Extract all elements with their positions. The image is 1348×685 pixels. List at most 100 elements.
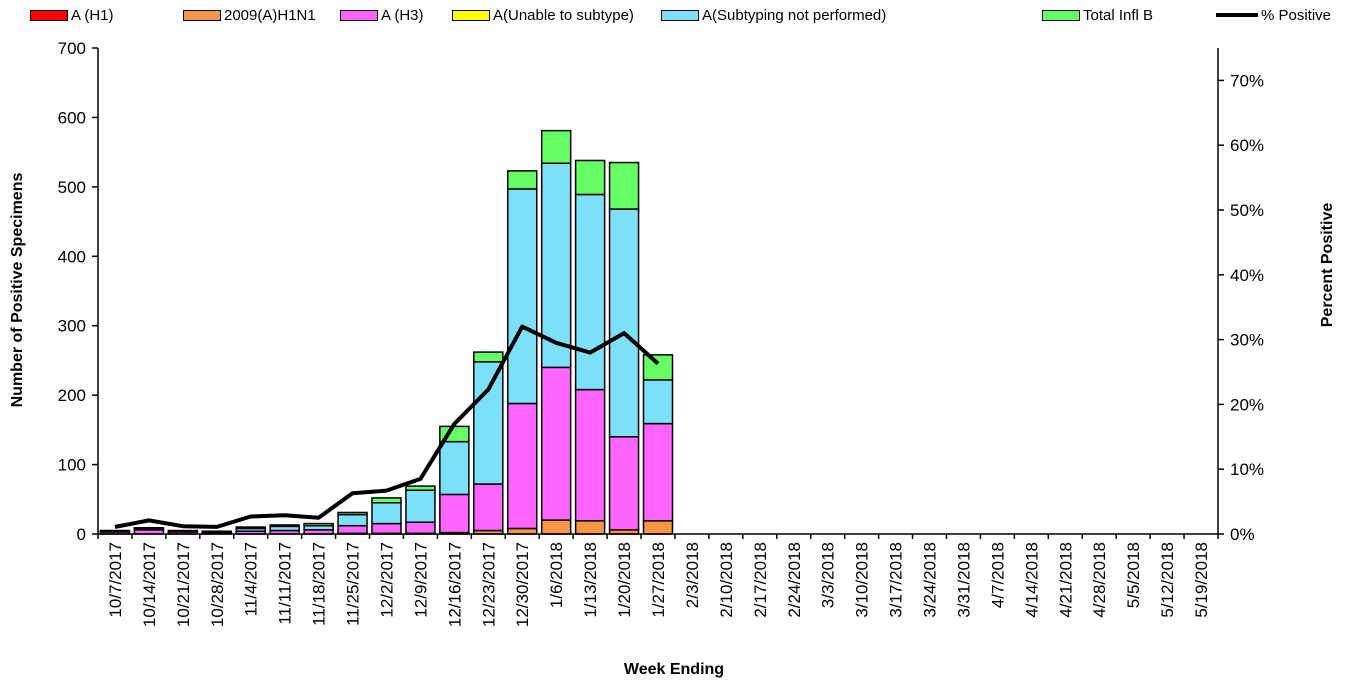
x-tick-label: 1/20/2018: [615, 542, 634, 618]
x-tick-label: 10/28/2017: [208, 542, 227, 627]
y-tick-label: 200: [58, 386, 86, 405]
x-tick-label: 12/9/2017: [411, 542, 430, 618]
x-tick-label: 5/12/2018: [1158, 542, 1177, 618]
y2-tick-label: 60%: [1230, 136, 1264, 155]
bar-segment: [540, 162, 572, 369]
x-tick-label: 10/21/2017: [174, 542, 193, 627]
x-tick-label: 3/31/2018: [954, 542, 973, 618]
x-tick-label: 12/16/2017: [445, 542, 464, 627]
percent-positive-line: [114, 324, 660, 529]
bar-segment: [303, 522, 334, 527]
x-tick-label: 2/17/2018: [751, 542, 770, 618]
bar-segment: [540, 519, 572, 535]
bar-segment: [642, 354, 674, 381]
bar-segment: [574, 520, 606, 535]
bar-segment: [337, 513, 368, 527]
y-tick-label: 0: [77, 525, 86, 544]
y-tick-label: 100: [58, 456, 86, 475]
y2-tick-label: 0%: [1230, 525, 1255, 544]
secondary-y-axis-title: Percent Positive: [1319, 202, 1336, 328]
bar-segment: [405, 485, 436, 492]
chart-legend: A (H1) 2009(A)H1N1 A (H3) A(Unable to subty…: [0, 0, 1348, 30]
bar-segment: [439, 440, 470, 496]
bar-segment: [506, 527, 538, 535]
x-tick-label: 2/24/2018: [785, 542, 804, 618]
legend-label: Total Infl B: [1083, 6, 1154, 24]
x-tick-label: 4/21/2018: [1056, 542, 1075, 618]
y-tick-label: 400: [58, 247, 86, 266]
bar-segment: [574, 193, 606, 391]
bar-segment: [540, 366, 572, 521]
bar-segment: [506, 402, 538, 530]
y-tick-label: 600: [58, 108, 86, 127]
bar-segment: [201, 530, 233, 533]
x-tick-label: 10/7/2017: [106, 542, 125, 618]
y2-tick-label: 10%: [1230, 460, 1264, 479]
x-tick-label: 11/11/2017: [276, 542, 295, 625]
bar-segment: [506, 170, 538, 190]
bar-segment: [235, 526, 266, 530]
x-tick-label: 4/14/2018: [1022, 542, 1041, 618]
bar-segment: [371, 502, 402, 525]
bar-segment: [371, 497, 402, 504]
bar-segment: [642, 520, 674, 535]
y2-tick-label: 40%: [1230, 266, 1264, 285]
bar-segment: [473, 351, 504, 363]
bar-segment: [405, 521, 436, 535]
x-tick-label: 1/27/2018: [649, 542, 668, 618]
bar-segment: [608, 208, 640, 438]
legend-item: A(Subtyping not performed): [661, 6, 886, 24]
legend-swatch: [30, 9, 68, 21]
x-tick-label: 11/18/2017: [310, 542, 329, 626]
x-tick-label: 11/25/2017: [344, 542, 363, 626]
legend-item: 2009(A)H1N1: [183, 6, 316, 24]
x-tick-label: 3/24/2018: [921, 542, 940, 618]
bar-segment: [269, 524, 300, 528]
bar-segment: [540, 129, 572, 165]
legend-swatch: [340, 9, 378, 21]
bar-segment: [574, 159, 606, 196]
x-tick-label: 4/28/2018: [1090, 542, 1109, 618]
bar-segment: [642, 422, 674, 522]
bar-segment: [167, 529, 199, 532]
legend-label: A (H1): [71, 6, 114, 24]
legend-swatch: [452, 9, 490, 21]
legend-label: % Positive: [1261, 6, 1332, 24]
y-tick-label: 500: [58, 178, 86, 197]
y-tick-label: 300: [58, 317, 86, 336]
legend-item: % Positive: [1216, 6, 1331, 24]
bar-segment: [371, 522, 402, 535]
legend-item: Total Infl B: [1042, 6, 1153, 24]
x-tick-label: 11/4/2017: [242, 542, 261, 616]
legend-label: A(Subtyping not performed): [702, 6, 887, 24]
bar-segment: [337, 511, 368, 516]
bar-segment: [439, 493, 470, 534]
x-tick-label: 1/6/2018: [547, 542, 566, 608]
x-tick-label: 12/23/2017: [479, 542, 498, 627]
bar-segment: [337, 524, 368, 535]
bar-segment: [99, 529, 131, 532]
bar-segment: [506, 188, 538, 405]
y2-tick-label: 70%: [1230, 71, 1264, 90]
y2-tick-label: 30%: [1230, 331, 1264, 350]
bar-segment: [608, 161, 640, 210]
x-tick-label: 3/10/2018: [853, 542, 872, 618]
x-tick-label: 1/13/2018: [581, 542, 600, 618]
legend-swatch: [1216, 13, 1258, 17]
x-tick-label: 5/19/2018: [1192, 542, 1211, 618]
y-tick-label: 700: [58, 39, 86, 58]
legend-swatch: [661, 9, 699, 21]
bar-segment: [473, 483, 504, 532]
x-tick-label: 3/17/2018: [887, 542, 906, 618]
legend-item: A (H3): [340, 6, 424, 24]
legend-item: A (H1): [30, 6, 114, 24]
bar-segment: [405, 489, 436, 523]
bar-segment: [133, 527, 165, 530]
y-axis-title: Number of Positive Specimens: [9, 172, 26, 408]
x-tick-label: 10/14/2017: [140, 542, 159, 627]
x-tick-label: 4/7/2018: [988, 542, 1007, 608]
x-tick-label: 2/10/2018: [717, 542, 736, 618]
x-tick-label: 3/3/2018: [819, 542, 838, 608]
x-tick-label: 2/3/2018: [683, 542, 702, 608]
